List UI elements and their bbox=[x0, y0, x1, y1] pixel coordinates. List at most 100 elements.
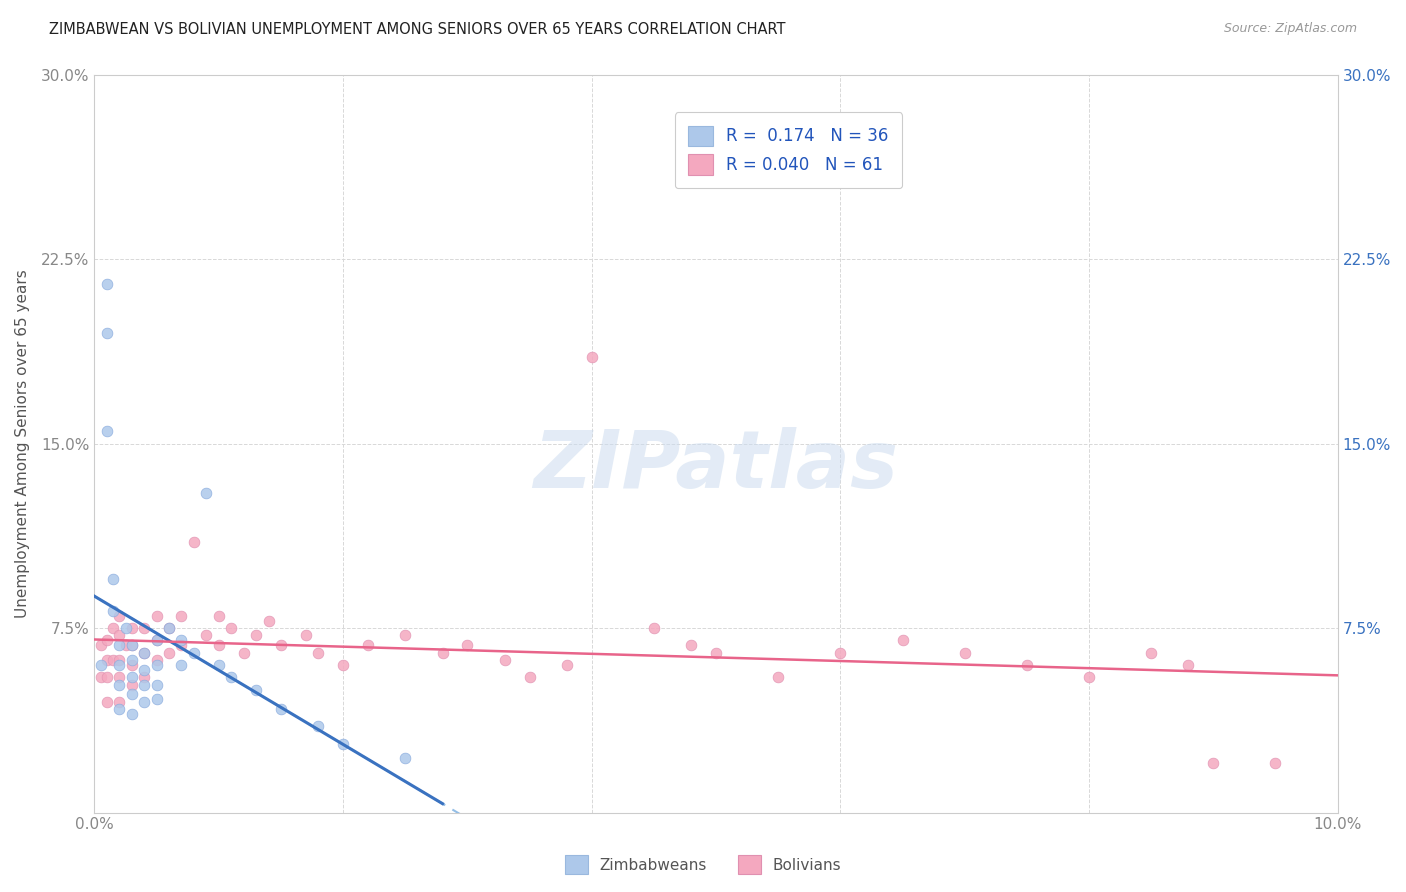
Point bbox=[681, 638, 703, 652]
Point bbox=[208, 657, 231, 672]
Point bbox=[121, 678, 143, 692]
Point bbox=[96, 670, 118, 684]
Point bbox=[134, 678, 156, 692]
Point bbox=[519, 670, 541, 684]
Point bbox=[157, 621, 180, 635]
Point bbox=[121, 657, 143, 672]
Point bbox=[157, 621, 180, 635]
Point bbox=[96, 653, 118, 667]
Legend: R =  0.174   N = 36, R = 0.040   N = 61: R = 0.174 N = 36, R = 0.040 N = 61 bbox=[675, 112, 903, 188]
Point bbox=[121, 638, 143, 652]
Y-axis label: Unemployment Among Seniors over 65 years: Unemployment Among Seniors over 65 years bbox=[15, 269, 30, 618]
Point bbox=[307, 719, 329, 733]
Point bbox=[1264, 756, 1286, 771]
Point bbox=[145, 633, 167, 648]
Point bbox=[170, 633, 193, 648]
Point bbox=[394, 628, 416, 642]
Point bbox=[145, 608, 167, 623]
Point bbox=[145, 653, 167, 667]
Point bbox=[90, 657, 112, 672]
Point bbox=[134, 663, 156, 677]
Point bbox=[96, 695, 118, 709]
Point bbox=[108, 638, 131, 652]
Point bbox=[357, 638, 380, 652]
Point bbox=[101, 604, 124, 618]
Point bbox=[432, 646, 454, 660]
Point bbox=[830, 646, 852, 660]
Point bbox=[195, 628, 218, 642]
Point bbox=[1078, 670, 1101, 684]
Point bbox=[101, 572, 124, 586]
Point bbox=[108, 628, 131, 642]
Point bbox=[96, 277, 118, 291]
Point bbox=[295, 628, 318, 642]
Point bbox=[108, 653, 131, 667]
Point bbox=[245, 682, 267, 697]
Point bbox=[134, 646, 156, 660]
Point bbox=[1140, 646, 1163, 660]
Point bbox=[219, 621, 242, 635]
Point bbox=[1177, 657, 1199, 672]
Point bbox=[96, 424, 118, 438]
Point bbox=[195, 485, 218, 500]
Point bbox=[307, 646, 329, 660]
Point bbox=[96, 633, 118, 648]
Point bbox=[208, 608, 231, 623]
Point bbox=[90, 638, 112, 652]
Point bbox=[134, 646, 156, 660]
Point bbox=[157, 646, 180, 660]
Point bbox=[891, 633, 914, 648]
Point bbox=[96, 326, 118, 340]
Point bbox=[145, 657, 167, 672]
Point bbox=[134, 695, 156, 709]
Point bbox=[1015, 657, 1038, 672]
Point bbox=[145, 633, 167, 648]
Point bbox=[108, 670, 131, 684]
Point bbox=[555, 657, 578, 672]
Text: Source: ZipAtlas.com: Source: ZipAtlas.com bbox=[1223, 22, 1357, 36]
Point bbox=[270, 702, 292, 716]
Point bbox=[394, 751, 416, 765]
Point bbox=[108, 608, 131, 623]
Point bbox=[257, 614, 280, 628]
Point bbox=[1202, 756, 1225, 771]
Point bbox=[704, 646, 727, 660]
Text: ZIPatlas: ZIPatlas bbox=[533, 426, 898, 505]
Point bbox=[183, 646, 205, 660]
Point bbox=[170, 608, 193, 623]
Point bbox=[170, 638, 193, 652]
Point bbox=[134, 670, 156, 684]
Point bbox=[270, 638, 292, 652]
Point bbox=[145, 692, 167, 706]
Point bbox=[145, 678, 167, 692]
Point bbox=[121, 707, 143, 722]
Point bbox=[245, 628, 267, 642]
Point bbox=[456, 638, 478, 652]
Point bbox=[121, 653, 143, 667]
Point bbox=[108, 695, 131, 709]
Point bbox=[494, 653, 516, 667]
Point bbox=[183, 535, 205, 549]
Point bbox=[101, 653, 124, 667]
Point bbox=[108, 678, 131, 692]
Point bbox=[581, 351, 603, 365]
Point bbox=[90, 670, 112, 684]
Point bbox=[121, 688, 143, 702]
Point bbox=[134, 621, 156, 635]
Point bbox=[766, 670, 789, 684]
Text: ZIMBABWEAN VS BOLIVIAN UNEMPLOYMENT AMONG SENIORS OVER 65 YEARS CORRELATION CHAR: ZIMBABWEAN VS BOLIVIAN UNEMPLOYMENT AMON… bbox=[49, 22, 786, 37]
Point bbox=[114, 621, 136, 635]
Point bbox=[121, 638, 143, 652]
Point bbox=[332, 657, 354, 672]
Point bbox=[121, 670, 143, 684]
Point bbox=[953, 646, 976, 660]
Point bbox=[219, 670, 242, 684]
Point bbox=[232, 646, 254, 660]
Legend: Zimbabweans, Bolivians: Zimbabweans, Bolivians bbox=[558, 849, 848, 880]
Point bbox=[114, 638, 136, 652]
Point bbox=[170, 657, 193, 672]
Point bbox=[121, 621, 143, 635]
Point bbox=[108, 702, 131, 716]
Point bbox=[332, 737, 354, 751]
Point bbox=[208, 638, 231, 652]
